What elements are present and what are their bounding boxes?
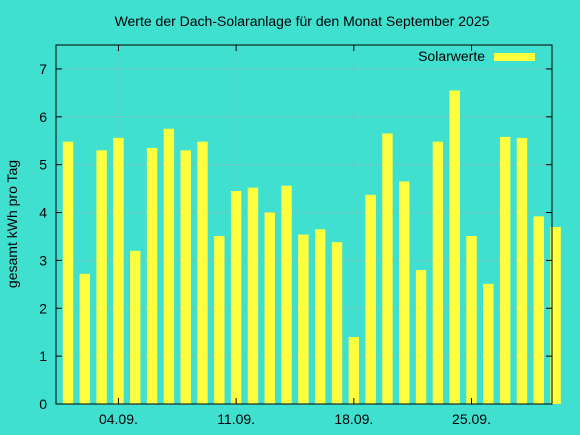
y-tick-label: 5 [39,157,47,173]
bar [197,141,208,404]
bar [499,136,511,405]
x-tick-label: 18.09. [334,411,373,427]
chart-title: Werte der Dach-Solaranlage für den Monat… [115,13,490,29]
bar [113,137,124,404]
bar [130,250,141,404]
y-tick-label: 7 [39,61,47,77]
bar [214,235,225,404]
y-tick-label: 6 [39,109,47,125]
bar [348,336,360,404]
bar [399,181,410,404]
bar [180,150,191,404]
bar [331,242,343,404]
y-axis-label: gesamt kWh pro Tag [4,160,20,288]
x-tick-label: 04.09. [99,411,138,427]
bar [281,185,292,404]
bar [449,90,460,405]
x-tick-label: 25.09. [452,411,491,427]
y-tick-label: 1 [39,348,47,364]
bar [264,212,275,404]
bar [96,150,107,404]
y-tick-label: 2 [39,300,47,316]
bar [365,194,376,404]
bar [247,187,259,404]
legend-swatch [494,53,535,61]
bar [550,226,561,404]
y-tick-label: 4 [39,205,47,221]
bar [415,269,427,404]
y-tick-label: 0 [39,396,47,412]
y-tick-label: 3 [39,252,47,268]
bar [230,190,242,404]
legend-label: Solarwerte [418,48,485,64]
bars [62,90,561,405]
bar [298,234,309,404]
bar [516,137,528,404]
bar [315,229,326,404]
bar [533,216,544,404]
bar [146,147,158,404]
bar [382,133,393,404]
ticks: 0 1 2 3 4 5 6 7 04.09. 11.09. 18.09. 25.09. [39,45,552,427]
bar [466,235,477,404]
legend: Solarwerte [418,48,535,64]
bar [79,273,91,404]
bar [483,283,494,404]
bar [62,141,74,404]
x-tick-label: 11.09. [217,411,255,427]
plot-frame [55,44,553,405]
bar [432,141,444,404]
bar [163,128,175,404]
